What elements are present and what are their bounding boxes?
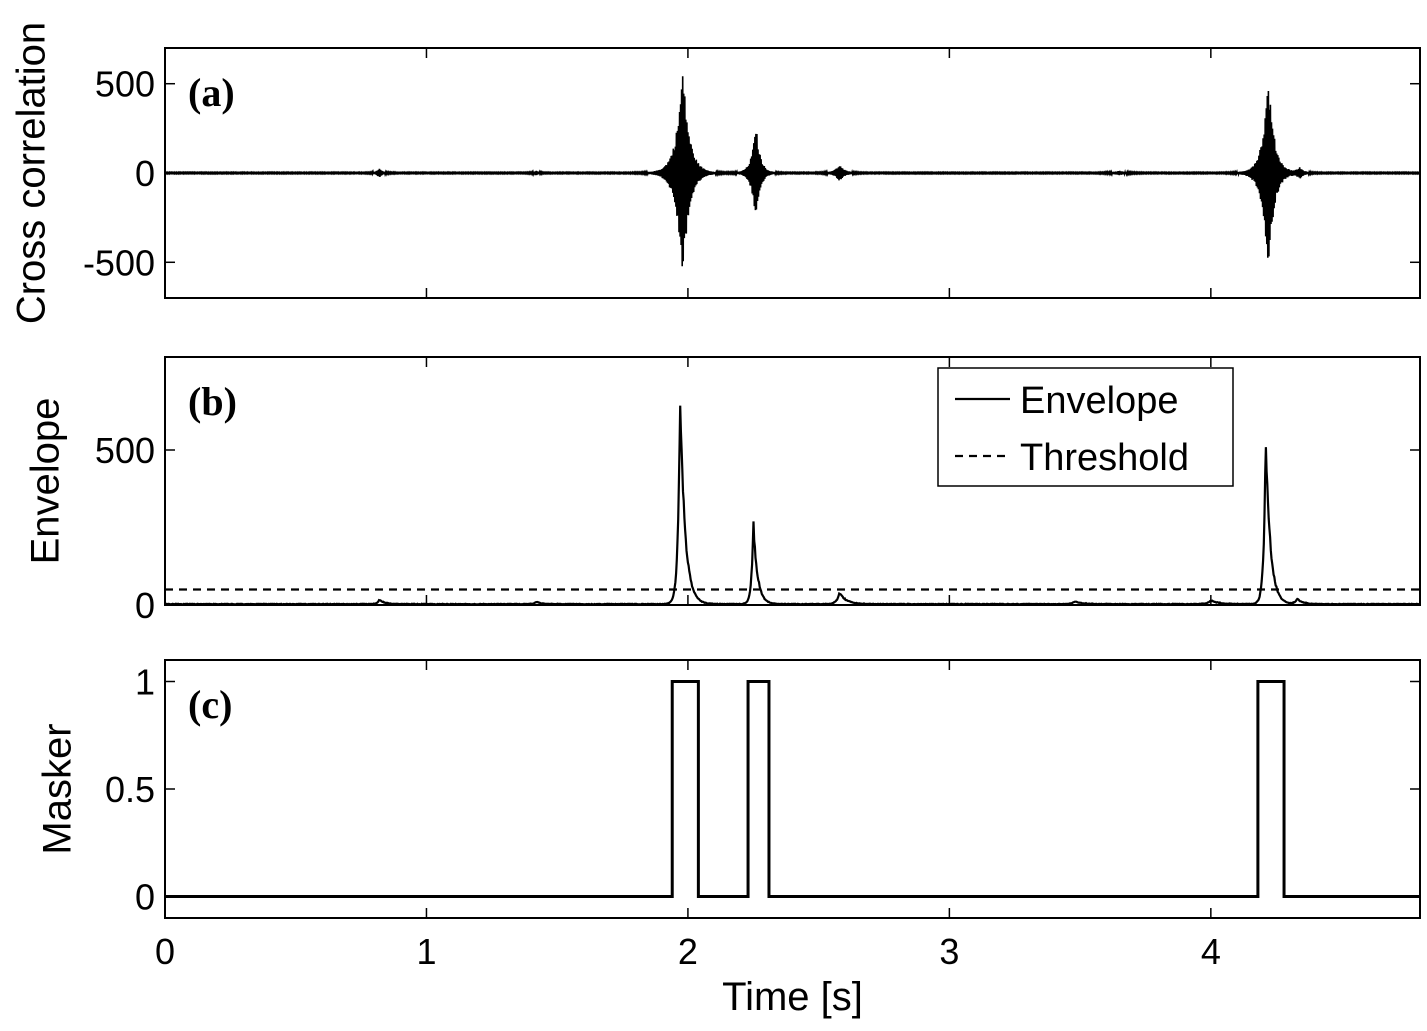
panel-b: 500 0 (b) Envelope Envelope Threshold — [24, 356, 1421, 626]
legend: Envelope Threshold — [937, 367, 1234, 487]
y-tick-label: 1 — [135, 662, 155, 703]
y-axis-label-cross-correlation: Cross correlation — [10, 22, 54, 324]
x-tick-label: 4 — [1201, 931, 1221, 972]
masker-series — [165, 680, 1420, 898]
legend-threshold-label: Threshold — [1020, 437, 1189, 479]
y-axis-label-envelope: Envelope — [24, 398, 68, 565]
panel-c-frame — [164, 659, 1421, 919]
panel-a: 500 0 -500 (a) Cross correlation — [10, 22, 1421, 324]
panel-c-label: (c) — [188, 682, 232, 727]
y-tick-label: 0 — [135, 585, 155, 626]
y-tick-label: 0.5 — [105, 769, 155, 810]
x-tick-label: 3 — [939, 931, 959, 972]
y-tick-label: 500 — [95, 430, 155, 471]
x-tick-label: 1 — [416, 931, 436, 972]
panel-c: 0 1 2 3 4 1 0.5 0 (c) Masker Time [s] — [36, 659, 1421, 1019]
x-tick-label: 0 — [155, 931, 175, 972]
y-tick-label: -500 — [83, 242, 155, 283]
x-axis-label-time: Time [s] — [722, 975, 863, 1019]
y-tick-label: 0 — [135, 877, 155, 918]
panel-b-label: (b) — [188, 379, 237, 424]
y-tick-label: 0 — [135, 153, 155, 194]
cross-correlation-series — [164, 76, 1421, 267]
panel-b-frame — [164, 356, 1421, 606]
y-axis-label-masker: Masker — [36, 723, 80, 854]
panel-a-label: (a) — [188, 70, 235, 115]
legend-envelope-label: Envelope — [1020, 380, 1178, 422]
legend-box — [937, 367, 1234, 487]
x-tick-label: 2 — [678, 931, 698, 972]
y-tick-label: 500 — [95, 64, 155, 105]
